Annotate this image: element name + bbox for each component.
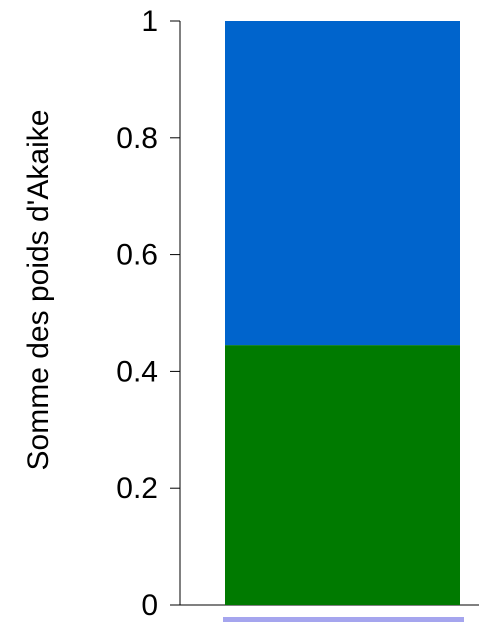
y-axis-label: Somme des poids d'Akaike: [22, 110, 55, 471]
y-axis: 0 0.2 0.4 0.6 0.8 1: [116, 5, 181, 622]
y-tick-label: 0.6: [116, 239, 158, 272]
bar-segment-2: [225, 21, 460, 346]
y-tick-label: 1: [141, 5, 158, 38]
y-tick-label: 0: [141, 589, 158, 622]
y-tick-label: 0.4: [116, 355, 158, 388]
bar-segment-1: [225, 345, 460, 605]
y-tick-label: 0.2: [116, 472, 158, 505]
category-marker: [223, 617, 464, 622]
bars: [225, 21, 460, 605]
x-axis: [180, 604, 479, 622]
y-tick-label: 0.8: [116, 122, 158, 155]
